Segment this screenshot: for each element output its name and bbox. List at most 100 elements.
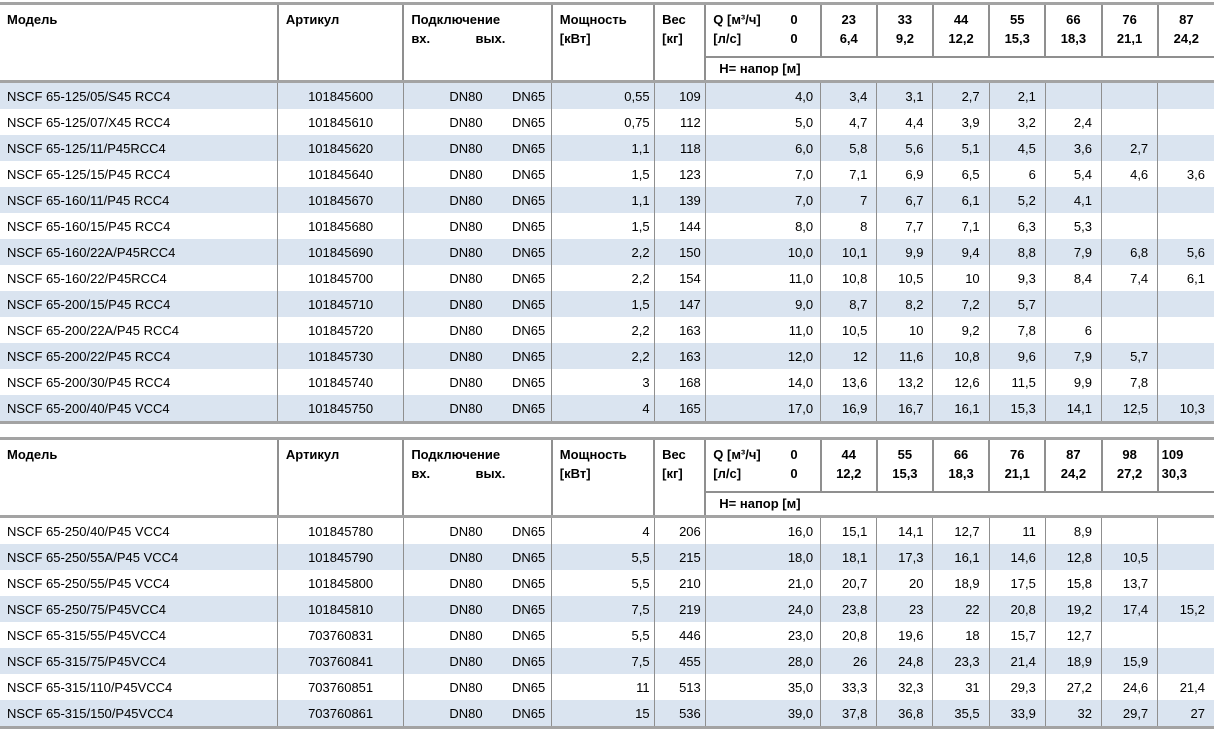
cell-head-q6: 13,7 [1100, 570, 1158, 596]
cell-head-q6 [1100, 291, 1158, 317]
cell-article: 101845730 [277, 343, 404, 369]
cell-conn-out: DN65 [488, 291, 552, 317]
table-row: NSCF 65-250/75/P45VCC4 101845810 DN80 DN… [0, 596, 1214, 622]
cell-head-q4: 5,2 [988, 187, 1046, 213]
cell-conn-in: DN80 [402, 674, 489, 700]
cell-article: 101845700 [277, 265, 404, 291]
cell-head-q7 [1157, 317, 1214, 343]
head-label: H= напор [м] [704, 56, 1214, 83]
cell-head-q6: 15,9 [1100, 648, 1158, 674]
cell-head-q1: 16,9 [820, 395, 877, 423]
cell-head-q6: 7,8 [1100, 369, 1158, 395]
cell-head-q2: 11,6 [876, 343, 933, 369]
table-row: NSCF 65-200/22/P45 RCC4 101845730 DN80 D… [0, 343, 1214, 369]
cell-head-q6: 5,7 [1100, 343, 1158, 369]
q-ls-zero: 0 [790, 466, 798, 481]
cell-head-q4: 2,1 [988, 81, 1046, 109]
table-row: NSCF 65-250/55A/P45 VCC4 101845790 DN80 … [0, 544, 1214, 570]
cell-head-q6 [1100, 213, 1158, 239]
cell-head-q7 [1157, 516, 1214, 544]
table-row: NSCF 65-315/150/P45VCC4 703760861 DN80 D… [0, 700, 1214, 728]
cell-weight: 168 [653, 369, 706, 395]
cell-head-q5: 9,9 [1044, 369, 1102, 395]
cell-head-q0: 9,0 [704, 291, 821, 317]
cell-model: NSCF 65-200/22A/P45 RCC4 [7, 322, 179, 338]
cell-conn-in: DN80 [402, 81, 489, 109]
cell-power: 7,5 [551, 596, 655, 622]
table-header: Модель Артикул Подключение вх. вых. Мощн… [0, 3, 1214, 83]
cell-power: 5,5 [551, 622, 655, 648]
cell-head-q6: 6,8 [1100, 239, 1158, 265]
cell-head-q4: 6 [988, 161, 1046, 187]
cell-conn-out: DN65 [488, 239, 552, 265]
cell-head-q2: 6,7 [876, 187, 933, 213]
cell-head-q1: 37,8 [820, 700, 877, 728]
cell-conn-in: DN80 [402, 265, 489, 291]
cell-head-q4: 9,3 [988, 265, 1046, 291]
cell-head-q2: 6,9 [876, 161, 933, 187]
cell-head-q7 [1157, 187, 1214, 213]
q-ls-value: 18,3 [1060, 31, 1087, 46]
cell-head-q2: 24,8 [876, 648, 933, 674]
cell-head-q3: 23,3 [932, 648, 990, 674]
cell-model: NSCF 65-125/11/P45RCC4 [0, 135, 278, 161]
cell-head-q2: 5,6 [876, 135, 933, 161]
cell-article: 101845710 [277, 291, 404, 317]
cell-power: 0,55 [551, 81, 655, 109]
cell-weight: 139 [653, 187, 706, 213]
cell-head-q7: 5,6 [1157, 239, 1214, 265]
column-header-power: Мощность [кВт] [550, 3, 655, 83]
table-row: NSCF 65-125/15/P45 RCC4 101845640 DN80 D… [0, 161, 1214, 187]
cell-model: NSCF 65-125/05/S45 RCC4 [0, 81, 278, 109]
column-header-flow: Q [м³/ч] 0 [л/с] 0 [704, 438, 821, 493]
cell-head-q2: 9,9 [876, 239, 933, 265]
cell-conn-in: DN80 [402, 213, 489, 239]
cell-head-q5 [1044, 291, 1102, 317]
cell-conn-in: DN80 [402, 343, 489, 369]
q-ls-value: 12,2 [948, 31, 974, 46]
cell-head-q1: 26 [820, 648, 877, 674]
cell-head-q0: 7,0 [704, 161, 821, 187]
conn-in-label: вх. [411, 31, 431, 46]
cell-head-q5 [1044, 81, 1102, 109]
table-row: NSCF 65-160/15/P45 RCC4 101845680 DN80 D… [0, 213, 1214, 239]
cell-conn-out: DN65 [488, 343, 552, 369]
power-unit: [кВт] [559, 466, 591, 481]
q-m3h-value: 44 [953, 12, 969, 27]
weight-unit: [кг] [662, 31, 683, 46]
cell-head-q6: 29,7 [1100, 700, 1158, 728]
cell-model: NSCF 65-200/22/P45 RCC4 [0, 343, 278, 369]
cell-power: 3 [551, 369, 655, 395]
column-header-weight: Вес [кг] [653, 3, 706, 83]
cell-conn-in: DN80 [402, 622, 489, 648]
q-m3h-value: 55 [897, 447, 913, 462]
cell-head-q5: 2,4 [1044, 109, 1102, 135]
q-m3h-value: 98 [1122, 447, 1137, 462]
cell-head-q2: 32,3 [876, 674, 933, 700]
table-row: NSCF 65-160/11/P45 RCC4 101845670 DN80 D… [0, 187, 1214, 213]
column-header-q5: 87 24,2 [1044, 438, 1102, 493]
cell-head-q6: 17,4 [1100, 596, 1158, 622]
conn-out-label: вых. [475, 466, 506, 481]
cell-article: 101845680 [277, 213, 404, 239]
spec-table: Модель Артикул Подключение вх. вых. Мощн… [0, 2, 1214, 424]
cell-weight: 513 [653, 674, 706, 700]
cell-head-q0: 14,0 [704, 369, 821, 395]
cell-article: 101845740 [277, 369, 404, 395]
column-header-q1: 23 6,4 [819, 3, 877, 58]
cell-head-q7 [1157, 570, 1214, 596]
cell-head-q7 [1157, 81, 1214, 109]
table-row: NSCF 65-200/15/P45 RCC4 101845710 DN80 D… [0, 291, 1214, 317]
column-header-q6: 98 27,2 [1100, 438, 1158, 493]
cell-head-q0: 5,0 [704, 109, 821, 135]
head-row: H= напор [м] [0, 491, 1214, 518]
cell-head-q4: 8,8 [988, 239, 1046, 265]
table-row: NSCF 65-160/22A/P45RCC4 101845690 DN80 D… [0, 239, 1214, 265]
cell-weight: 536 [653, 700, 706, 728]
cell-head-q3: 18 [932, 622, 990, 648]
cell-conn-out: DN65 [512, 374, 546, 390]
cell-head-q5: 19,2 [1044, 596, 1102, 622]
cell-head-q7 [1157, 109, 1214, 135]
cell-head-q3: 31 [932, 674, 990, 700]
cell-head-q7 [1157, 135, 1214, 161]
